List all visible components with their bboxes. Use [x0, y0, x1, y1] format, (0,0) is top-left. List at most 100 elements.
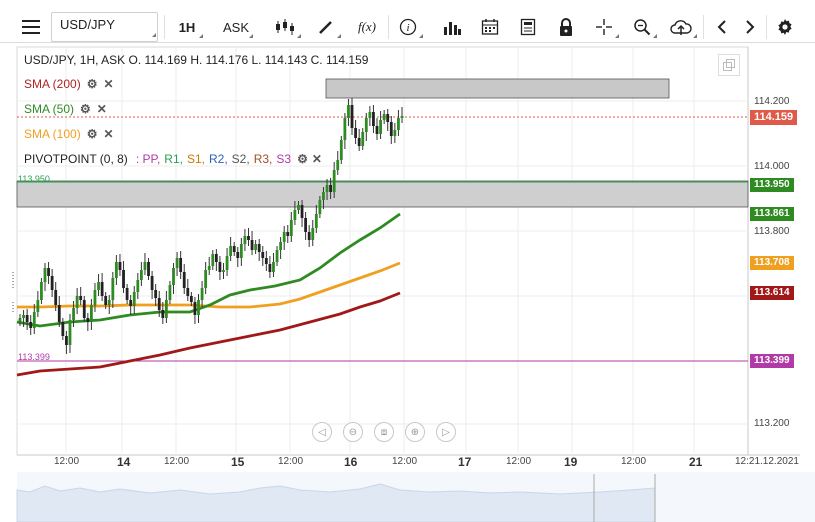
candle-body [393, 130, 397, 136]
candle-body [304, 218, 308, 232]
candle-body [368, 112, 372, 118]
candle-body [118, 262, 122, 270]
price-side-select[interactable]: ASK [218, 12, 254, 42]
candle-body [164, 300, 168, 318]
gear-icon[interactable]: ⚙ [80, 102, 91, 116]
draw-pencil-icon[interactable] [310, 12, 342, 42]
time-tick: 12:00 [392, 456, 418, 467]
candle-body [261, 252, 265, 258]
candle-body [322, 192, 325, 200]
cloud-upload-icon[interactable] [664, 12, 698, 42]
candle-body [386, 114, 390, 122]
hamburger-menu-icon[interactable] [16, 12, 46, 42]
candle-body [336, 160, 340, 170]
close-icon[interactable]: ✕ [96, 102, 107, 116]
prev-arrow-icon[interactable] [708, 12, 736, 42]
candle-body [318, 200, 322, 214]
gear-icon[interactable]: ⚙ [86, 77, 98, 91]
lock-icon[interactable] [550, 12, 582, 42]
time-tick: 12:00 [506, 456, 532, 467]
indicator-pivotpoint[interactable]: PIVOTPOINT (0, 8) : PP, R1, S1, R2, S2, … [24, 152, 322, 166]
reset-view-icon[interactable]: ⧈ [374, 422, 394, 442]
candle-body [182, 272, 186, 288]
candle-body [40, 282, 43, 300]
crosshair-icon[interactable] [588, 12, 620, 42]
gear-icon[interactable]: ⚙ [86, 127, 98, 141]
candle-body [350, 105, 354, 128]
fx-indicator-icon[interactable]: f(x) [350, 12, 384, 42]
timeframe-label: 1H [178, 19, 196, 35]
candle-body [175, 258, 179, 268]
candle-body [136, 280, 140, 292]
pp-line-label: 113.399 [18, 352, 50, 362]
indicator-sma-100[interactable]: SMA (100) ⚙ ✕ [24, 127, 114, 141]
info-icon[interactable]: i [392, 12, 424, 42]
candle-body [275, 250, 279, 262]
candle-body [18, 318, 22, 322]
candle-body [29, 322, 33, 328]
candle-body [257, 244, 261, 252]
candle-body [22, 315, 25, 318]
resistance-zone[interactable] [325, 78, 670, 99]
zoom-icon[interactable] [626, 12, 658, 42]
close-icon[interactable]: ✕ [103, 77, 114, 91]
chart-header: USD/JPY, 1H, ASK O. 114.169 H. 114.176 L… [24, 53, 369, 67]
pivot-part-s2: S2, [231, 152, 250, 166]
current-price-label: 114.159 [750, 110, 798, 125]
popout-icon[interactable] [718, 54, 740, 76]
timeframe-select[interactable]: 1H [170, 12, 204, 42]
gear-icon[interactable] [770, 12, 800, 42]
candle-body [232, 246, 236, 252]
indicator-label: SMA (50) [24, 102, 75, 116]
candle-body [47, 268, 50, 276]
candle-body [372, 112, 375, 126]
candlestick-icon[interactable] [268, 12, 302, 42]
sma-50-line[interactable] [16, 212, 401, 328]
candle-body [379, 120, 382, 134]
toolbar: USD/JPY 1H ASK f(x) i [0, 0, 815, 43]
sma-100-line[interactable] [17, 261, 401, 309]
symbol-input[interactable]: USD/JPY [51, 12, 158, 42]
candle-body [297, 205, 300, 210]
time-tick: 12:00 [278, 456, 304, 467]
zoom-in-icon[interactable]: ⊕ [405, 422, 425, 442]
candle-body [111, 278, 115, 300]
volume-bars-icon[interactable] [436, 12, 468, 42]
navigator[interactable] [17, 472, 815, 522]
next-arrow-icon[interactable] [736, 12, 764, 42]
candle-body [314, 214, 318, 228]
price-tick: 114.000 [754, 161, 790, 172]
candle-body [347, 105, 350, 118]
candle-body [82, 300, 86, 318]
time-tick: 16 [344, 455, 358, 469]
r1-line-label: 113.950 [18, 174, 50, 184]
candle-body [139, 270, 143, 280]
indicator-sma-50[interactable]: SMA (50) ⚙ ✕ [24, 102, 107, 116]
order-ticket-icon[interactable] [512, 12, 544, 42]
scroll-left-icon[interactable]: ◁ [312, 422, 332, 442]
candle-body [300, 205, 304, 218]
time-tick: 12:00 [621, 456, 647, 467]
sma-200-line[interactable] [16, 291, 401, 377]
gear-icon[interactable]: ⚙ [297, 152, 308, 166]
support-zone[interactable] [16, 180, 749, 208]
candle-body [157, 298, 161, 310]
close-icon[interactable]: ✕ [103, 127, 114, 141]
candle-body [107, 300, 111, 305]
scroll-right-icon[interactable]: ▷ [436, 422, 456, 442]
candle-body [197, 300, 200, 315]
candle-body [332, 170, 336, 192]
indicator-sma-200[interactable]: SMA (200) ⚙ ✕ [24, 77, 114, 91]
calendar-icon[interactable] [474, 12, 506, 42]
indicator-label: SMA (100) [24, 127, 81, 141]
candle-body [250, 240, 254, 250]
candle-body [243, 236, 247, 244]
fx-label: f(x) [357, 19, 377, 34]
close-icon[interactable]: ✕ [311, 152, 322, 166]
zoom-out-icon[interactable]: ⊖ [343, 422, 363, 442]
candle-body [72, 308, 75, 320]
candle-body [357, 138, 361, 146]
candle-body [147, 262, 150, 276]
candle-body [311, 228, 315, 240]
